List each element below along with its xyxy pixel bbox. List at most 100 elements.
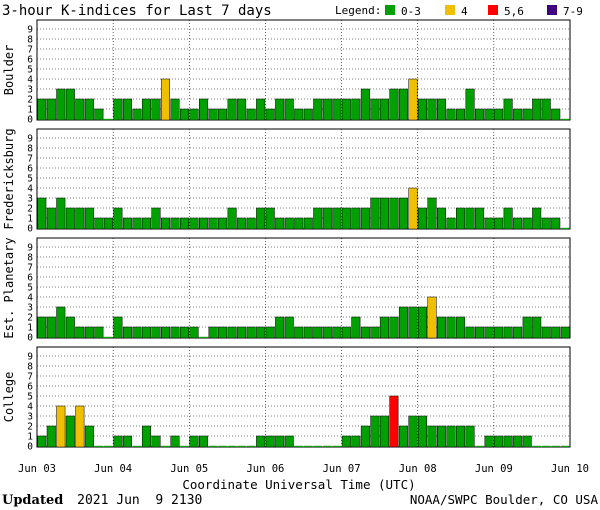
- y-tick-label: 6: [27, 273, 33, 284]
- k-index-bar: [303, 108, 313, 121]
- y-tick-label: 8: [27, 144, 33, 155]
- x-tick-label: Jun 08: [399, 463, 437, 475]
- k-index-bar: [84, 425, 94, 448]
- station-label: Est. Planetary: [2, 237, 16, 338]
- y-tick-label: 5: [27, 283, 33, 294]
- k-index-bar: [341, 98, 351, 121]
- source-credit: NOAA/SWPC Boulder, CO USA: [410, 492, 599, 507]
- y-tick-label: 6: [27, 55, 33, 66]
- k-index-bar: [151, 207, 161, 230]
- x-tick-label: Jun 07: [323, 463, 361, 475]
- k-index-bar: [408, 415, 418, 448]
- k-index-bar: [332, 445, 342, 447]
- k-index-bar: [227, 445, 237, 447]
- k-index-bar: [56, 306, 66, 339]
- k-index-bar: [313, 98, 323, 121]
- chart-panels: 0123456789Boulder0123456789Fredericksbur…: [2, 19, 571, 453]
- k-index-bar: [170, 435, 180, 448]
- k-index-bar: [389, 316, 399, 339]
- k-index-bar: [322, 207, 332, 230]
- y-tick-label: 6: [27, 382, 33, 393]
- y-tick-label: 8: [27, 362, 33, 373]
- k-index-bar: [246, 326, 256, 339]
- k-index-bar: [427, 296, 437, 339]
- k-index-bar: [379, 316, 389, 339]
- k-index-bar: [37, 316, 47, 339]
- k-index-bar: [265, 108, 275, 121]
- k-index-bar: [360, 425, 370, 448]
- k-index-bar: [456, 316, 466, 339]
- legend-swatch-3: [547, 5, 557, 15]
- k-index-bar: [446, 217, 456, 230]
- k-index-bar: [313, 207, 323, 230]
- updated-time: 2021 Jun 9 2130: [77, 493, 202, 508]
- k-index-bar: [484, 108, 494, 121]
- y-tick-label: 0: [27, 333, 33, 344]
- k-index-bar: [532, 207, 542, 230]
- k-index-bar: [513, 326, 523, 339]
- k-index-bar: [389, 395, 399, 448]
- k-index-bar: [141, 98, 151, 121]
- k-index-bar: [208, 445, 218, 447]
- k-index-bar: [398, 425, 408, 448]
- k-index-bar: [304, 445, 313, 447]
- k-index-bar: [370, 197, 380, 230]
- k-index-bar: [513, 217, 523, 230]
- y-tick-label: 3: [27, 85, 33, 96]
- k-index-bar: [294, 108, 304, 121]
- updated-text: Updated 2021 Jun 9 2130: [2, 493, 202, 508]
- k-index-bar: [323, 445, 332, 447]
- y-tick-label: 5: [27, 392, 33, 403]
- y-tick-label: 6: [27, 164, 33, 175]
- k-index-bar: [104, 336, 113, 338]
- k-index-bar: [322, 326, 332, 339]
- y-tick-label: 9: [27, 243, 33, 254]
- k-index-bar: [303, 326, 313, 339]
- k-index-bar: [237, 217, 247, 230]
- k-index-bar: [322, 98, 332, 121]
- k-index-bar: [141, 217, 151, 230]
- k-index-bar: [446, 108, 456, 121]
- k-index-bar: [398, 197, 408, 230]
- legend-swatch-0: [385, 5, 395, 15]
- k-index-bar: [180, 326, 190, 339]
- k-index-bar: [237, 326, 247, 339]
- y-tick-label: 3: [27, 194, 33, 205]
- k-index-bar: [246, 217, 256, 230]
- k-index-bar: [170, 217, 180, 230]
- k-index-bar: [65, 316, 75, 339]
- k-index-bar: [132, 108, 142, 121]
- k-index-bar: [503, 207, 513, 230]
- k-index-bar: [446, 316, 456, 339]
- k-index-bar: [379, 415, 389, 448]
- y-tick-label: 2: [27, 313, 33, 324]
- k-index-bar: [65, 415, 75, 448]
- k-index-bar: [94, 445, 104, 447]
- k-index-bar: [475, 326, 485, 339]
- station-label: College: [2, 372, 16, 423]
- y-tick-label: 8: [27, 35, 33, 46]
- k-index-bar: [160, 78, 171, 121]
- k-index-bar: [256, 207, 266, 230]
- y-tick-label: 7: [27, 263, 33, 274]
- y-tick-label: 7: [27, 372, 33, 383]
- k-index-bar: [541, 445, 551, 447]
- k-index-bar: [113, 316, 123, 339]
- k-index-bar: [113, 435, 123, 448]
- k-index-bar: [275, 217, 285, 230]
- k-index-bar: [551, 326, 561, 339]
- k-index-bar: [75, 405, 85, 448]
- k-index-bar: [284, 435, 294, 448]
- k-index-bar: [160, 326, 171, 339]
- k-index-bar: [246, 445, 256, 447]
- k-index-bar: [494, 108, 504, 121]
- k-index-bar: [113, 207, 123, 230]
- k-index-bar: [37, 197, 47, 230]
- k-index-bar: [398, 88, 408, 121]
- k-index-bar: [475, 207, 485, 230]
- k-index-bar: [379, 98, 389, 121]
